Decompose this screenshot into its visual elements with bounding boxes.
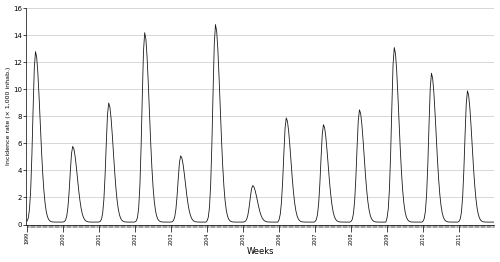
X-axis label: Weeks: Weeks (246, 247, 274, 256)
Y-axis label: Incidence rate (× 1,000 inhab.): Incidence rate (× 1,000 inhab.) (6, 67, 10, 166)
